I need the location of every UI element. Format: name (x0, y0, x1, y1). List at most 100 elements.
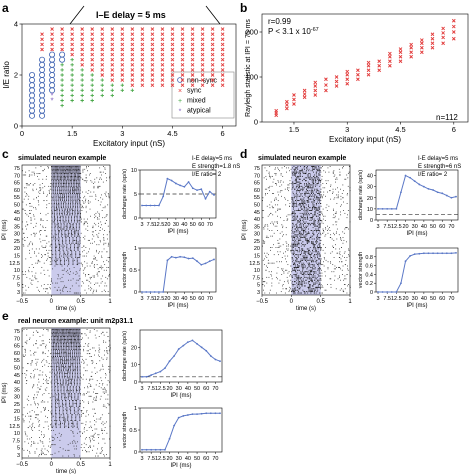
panel-d-raster-spike (316, 170, 318, 172)
panel-c-raster-spike (39, 230, 41, 231)
panel-c-raster-spike (55, 195, 57, 197)
panel-d-raster-spike (301, 282, 303, 284)
panel-d-raster-spike (322, 232, 324, 234)
panel-c-raster-spike (72, 261, 74, 263)
panel-d-raster-spike (308, 284, 310, 285)
panel-c-raster-spike (45, 214, 47, 216)
panel-d-raster-spike (336, 178, 338, 180)
panel-c-raster-spike (61, 168, 63, 170)
panel-c-raster-spike (51, 258, 53, 260)
panel-c-raster-spike (59, 200, 61, 202)
panel-d-raster-spike (313, 289, 315, 291)
panel-d-raster-spike (316, 286, 317, 288)
panel-e-raster-spike (33, 331, 34, 333)
panel-d-raster-spike (282, 181, 284, 183)
panel-c-raster-spike (59, 217, 61, 219)
panel-c-raster-spike (76, 272, 78, 274)
panel-a-point-sync (160, 42, 165, 47)
panel-d-raster-spike (314, 271, 316, 273)
panel-e-raster-spike (68, 333, 70, 335)
panel-d-raster-spike (314, 247, 316, 248)
panel-c-raster-spike (61, 197, 63, 199)
panel-d-vs-data-point (390, 291, 393, 293)
panel-d-raster-spike (311, 201, 312, 203)
panel-c-raster-spike (93, 185, 95, 187)
panel-c-raster-spike (68, 200, 70, 202)
panel-d-raster-spike (347, 285, 349, 287)
panel-c-raster-spike (60, 170, 62, 172)
panel-d-raster-spike (296, 266, 298, 268)
panel-e-raster-spike (62, 348, 64, 350)
panel-e-raster-spike (45, 347, 47, 349)
panel-e-raster-spike (98, 347, 100, 349)
panel-d-raster-spike (301, 242, 302, 244)
panel-c-raster-spike (42, 220, 44, 221)
panel-a-point-mixed (60, 83, 64, 87)
panel-d-raster-spike (339, 248, 340, 250)
panel-c-raster-spike (66, 265, 68, 267)
panel-e-raster-spike (68, 341, 70, 343)
panel-a-point-sync (190, 68, 195, 72)
panel-d-raster-spike (313, 247, 314, 248)
panel-b-point-rayleigh (451, 30, 456, 34)
panel-c-raster-spike (47, 166, 49, 167)
panel-c-raster-spike (73, 247, 75, 248)
panel-c-raster-spike (58, 244, 60, 246)
panel-d-raster-spike (314, 282, 316, 284)
panel-d-raster-spike (317, 268, 319, 270)
panel-d-raster-spike (292, 245, 294, 247)
panel-d-raster-spike (312, 205, 314, 207)
panel-d-raster-spike (296, 276, 298, 278)
panel-d-raster-spike (303, 167, 305, 169)
panel-d-raster-spike (318, 227, 320, 229)
panel-d-raster-spike (330, 234, 332, 236)
panel-c-raster-spike (103, 166, 104, 167)
panel-e-raster-spike (55, 334, 56, 336)
panel-d-raster-spike (307, 201, 308, 203)
panel-d-raster-spike (314, 251, 316, 253)
panel-d-raster-spike (306, 212, 308, 214)
panel-d-raster-spike (305, 211, 307, 213)
panel-d-raster-spike (286, 215, 288, 217)
panel-c-raster-spike (66, 211, 68, 213)
panel-a-point-mixed (80, 93, 84, 98)
panel-c-raster-spike (54, 234, 56, 236)
panel-c-raster-spike (72, 195, 74, 197)
panel-e-raster-spike (65, 341, 67, 343)
panel-d-raster-spike (319, 214, 321, 216)
panel-d-rate-data-point (427, 187, 430, 190)
panel-d-raster-spike (314, 275, 316, 277)
panel-c-raster-spike (72, 173, 74, 175)
panel-c-raster-spike (62, 190, 64, 192)
panel-c-raster-spike (61, 194, 63, 196)
panel-d-raster-spike (291, 205, 293, 207)
panel-c-raster-spike (97, 275, 99, 277)
panel-c-raster-spike (98, 212, 100, 214)
panel-c-raster-spike (63, 251, 65, 253)
panel-b-xtick-label: 3 (345, 125, 349, 134)
panel-d-raster-spike (296, 184, 298, 186)
panel-d-raster-spike (323, 231, 325, 233)
panel-c-raster-spike (60, 193, 61, 194)
panel-c-raster-spike (42, 187, 44, 189)
panel-d-raster-spike (318, 242, 320, 244)
panel-c-raster-spike (53, 193, 55, 194)
panel-c-raster-spike (79, 171, 81, 173)
panel-d-raster-spike (308, 274, 310, 275)
panel-d-raster-spike (266, 276, 268, 278)
panel-c-raster-spike (56, 208, 58, 210)
panel-e-raster-spike (63, 346, 64, 347)
panel-d-raster-spike (295, 242, 297, 244)
panel-c-raster-spike (77, 234, 79, 236)
panel-c-raster-spike (69, 170, 70, 172)
panel-c-raster-spike (106, 214, 108, 216)
panel-c-raster-spike (79, 167, 81, 169)
panel-c-raster-spike (97, 282, 99, 284)
panel-d-raster-spike (291, 275, 293, 277)
panel-d-raster-spike (317, 241, 318, 243)
panel-e-raster-spike (54, 338, 56, 340)
panel-d-raster-spike (311, 269, 313, 271)
panel-e-raster-spike (75, 334, 76, 336)
panel-e-raster-spike (56, 344, 58, 346)
panel-c-raster-spike (55, 258, 57, 260)
